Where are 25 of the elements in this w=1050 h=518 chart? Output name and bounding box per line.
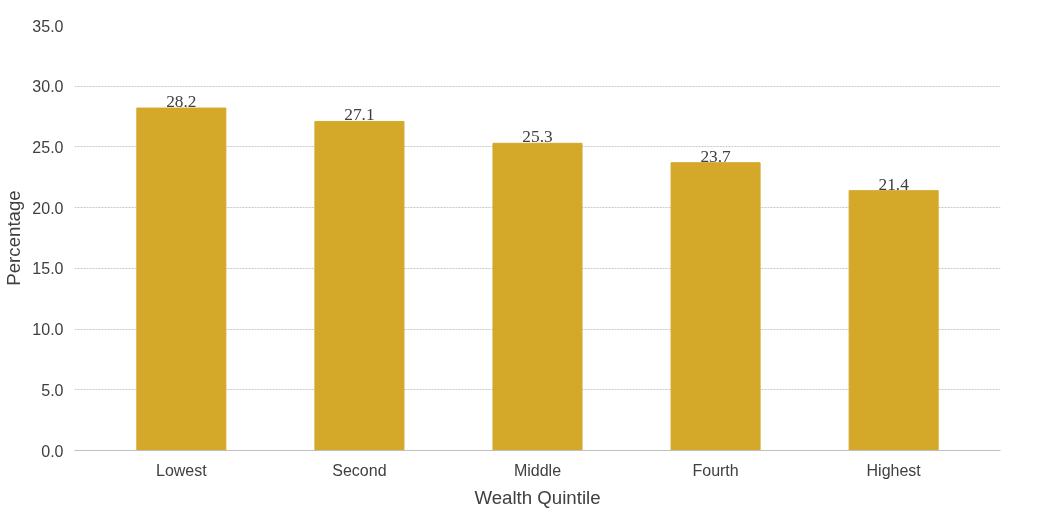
x-tick-label: Fourth <box>692 461 739 479</box>
y-tick-label: 35.0 <box>32 17 64 35</box>
y-tick-label: 0.0 <box>41 442 64 460</box>
data-label: 28.2 <box>166 92 197 112</box>
x-tick-label: Second <box>332 461 387 479</box>
y-tick-label: 15.0 <box>32 260 64 278</box>
y-tick-label: 30.0 <box>32 78 64 96</box>
x-tick-label: Lowest <box>156 461 208 479</box>
x-tick-label: Highest <box>866 461 922 479</box>
bar <box>492 142 583 451</box>
data-label: 27.1 <box>344 105 375 125</box>
data-label: 25.3 <box>522 127 553 147</box>
x-axis-title: Wealth Quintile <box>474 486 601 508</box>
x-tick-label: Middle <box>513 461 562 479</box>
data-label: 21.4 <box>878 174 910 194</box>
bar <box>136 107 227 451</box>
y-axis-title: Percentage <box>3 190 25 286</box>
y-tick-label: 10.0 <box>32 321 64 339</box>
bar <box>314 120 405 451</box>
bar <box>670 162 761 451</box>
y-tick-label: 20.0 <box>32 199 64 217</box>
bar <box>848 190 939 451</box>
y-tick-label: 25.0 <box>32 138 64 156</box>
data-label: 23.7 <box>700 146 732 166</box>
y-tick-label: 5.0 <box>41 381 64 399</box>
